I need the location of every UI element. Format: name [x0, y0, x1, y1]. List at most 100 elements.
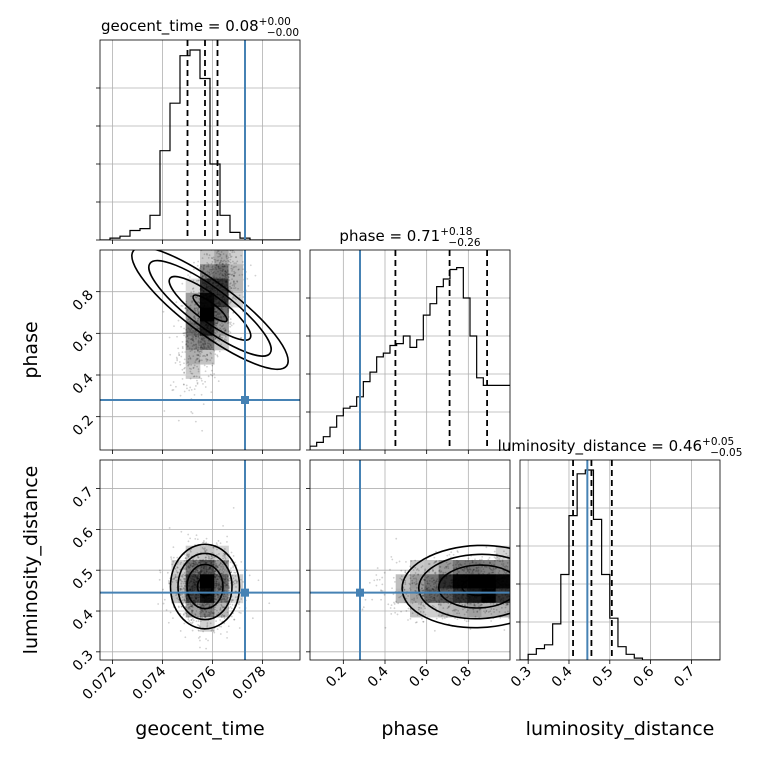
sample-point — [531, 585, 533, 587]
sample-point — [461, 593, 464, 596]
sample-point — [226, 597, 229, 600]
sample-point — [205, 549, 208, 551]
sample-point — [466, 589, 468, 591]
sample-point — [218, 305, 220, 308]
sample-point — [223, 554, 226, 557]
sample-point — [453, 588, 456, 590]
sample-point — [504, 588, 507, 591]
sample-point — [198, 625, 201, 628]
sample-point — [221, 295, 224, 298]
sample-point — [205, 647, 208, 650]
sample-point — [206, 326, 209, 329]
sample-point — [224, 558, 227, 560]
sample-point — [225, 573, 228, 576]
sample-point — [232, 280, 235, 283]
sample-point — [195, 593, 197, 596]
sample-point — [184, 307, 187, 309]
sample-point — [217, 595, 220, 598]
sample-point — [208, 342, 211, 345]
sample-point — [195, 561, 198, 564]
sample-point — [536, 586, 538, 588]
sample-point — [196, 264, 199, 267]
sample-point — [518, 577, 520, 579]
sample-point — [531, 598, 533, 600]
sample-point — [216, 322, 219, 325]
sample-point — [449, 586, 452, 589]
sample-point — [534, 602, 536, 604]
sample-point — [460, 580, 462, 583]
sample-point — [196, 577, 199, 580]
sample-point — [223, 298, 226, 301]
sample-point — [203, 583, 206, 585]
sample-point — [205, 602, 208, 605]
sample-point — [222, 324, 225, 326]
sample-point — [516, 581, 518, 583]
sample-point — [204, 615, 207, 618]
sample-point — [441, 613, 444, 616]
sample-point — [195, 335, 198, 337]
sample-point — [204, 590, 207, 593]
sample-point — [219, 315, 222, 318]
sample-point — [457, 563, 460, 566]
sample-point — [380, 590, 383, 592]
sample-point — [216, 565, 219, 568]
sample-point — [512, 601, 514, 603]
sample-point — [210, 287, 213, 290]
sample-point — [213, 308, 216, 311]
sample-point — [219, 303, 221, 306]
sample-point — [207, 256, 210, 259]
sample-point — [448, 585, 451, 587]
sample-point — [176, 597, 179, 600]
sample-point — [380, 598, 382, 601]
sample-point — [436, 586, 439, 588]
sample-point — [223, 569, 226, 571]
sample-point — [471, 571, 474, 573]
sample-point — [205, 638, 207, 640]
sample-point — [220, 325, 223, 328]
sample-point — [190, 364, 193, 366]
sample-point — [445, 597, 448, 599]
sample-point — [531, 596, 533, 598]
sample-point — [445, 561, 448, 564]
sample-point — [180, 304, 183, 307]
sample-point — [454, 588, 456, 591]
sample-point — [197, 310, 199, 313]
sample-point — [418, 602, 420, 605]
sample-point — [245, 569, 248, 572]
sample-point — [472, 585, 474, 588]
sample-point — [493, 611, 496, 613]
sample-point — [205, 579, 208, 581]
sample-point — [187, 616, 190, 618]
sample-point — [199, 287, 202, 290]
sample-point — [188, 566, 191, 569]
sample-point — [216, 596, 219, 599]
sample-point — [214, 595, 217, 598]
sample-point — [195, 345, 198, 348]
sample-point — [446, 554, 449, 557]
sample-point — [533, 581, 535, 583]
sample-point — [468, 566, 471, 569]
sample-point — [185, 567, 187, 570]
sample-point — [520, 556, 522, 558]
density-cell — [228, 250, 244, 265]
sample-point — [200, 338, 203, 341]
sample-point — [180, 588, 183, 591]
sample-point — [241, 273, 244, 276]
sample-point — [478, 587, 481, 590]
sample-point — [196, 555, 199, 558]
sample-point — [212, 276, 215, 279]
density-cell — [481, 602, 497, 618]
sample-point — [506, 573, 509, 576]
sample-point — [222, 598, 224, 600]
sample-point — [185, 594, 188, 597]
sample-point — [197, 342, 200, 345]
sample-point — [231, 574, 234, 577]
sample-point — [217, 559, 219, 562]
sample-point — [184, 593, 186, 596]
sample-point — [523, 587, 525, 589]
sample-point — [513, 575, 515, 577]
sample-point — [434, 560, 436, 563]
sample-point — [212, 282, 214, 285]
sample-point — [447, 602, 450, 605]
sample-point — [177, 352, 180, 354]
